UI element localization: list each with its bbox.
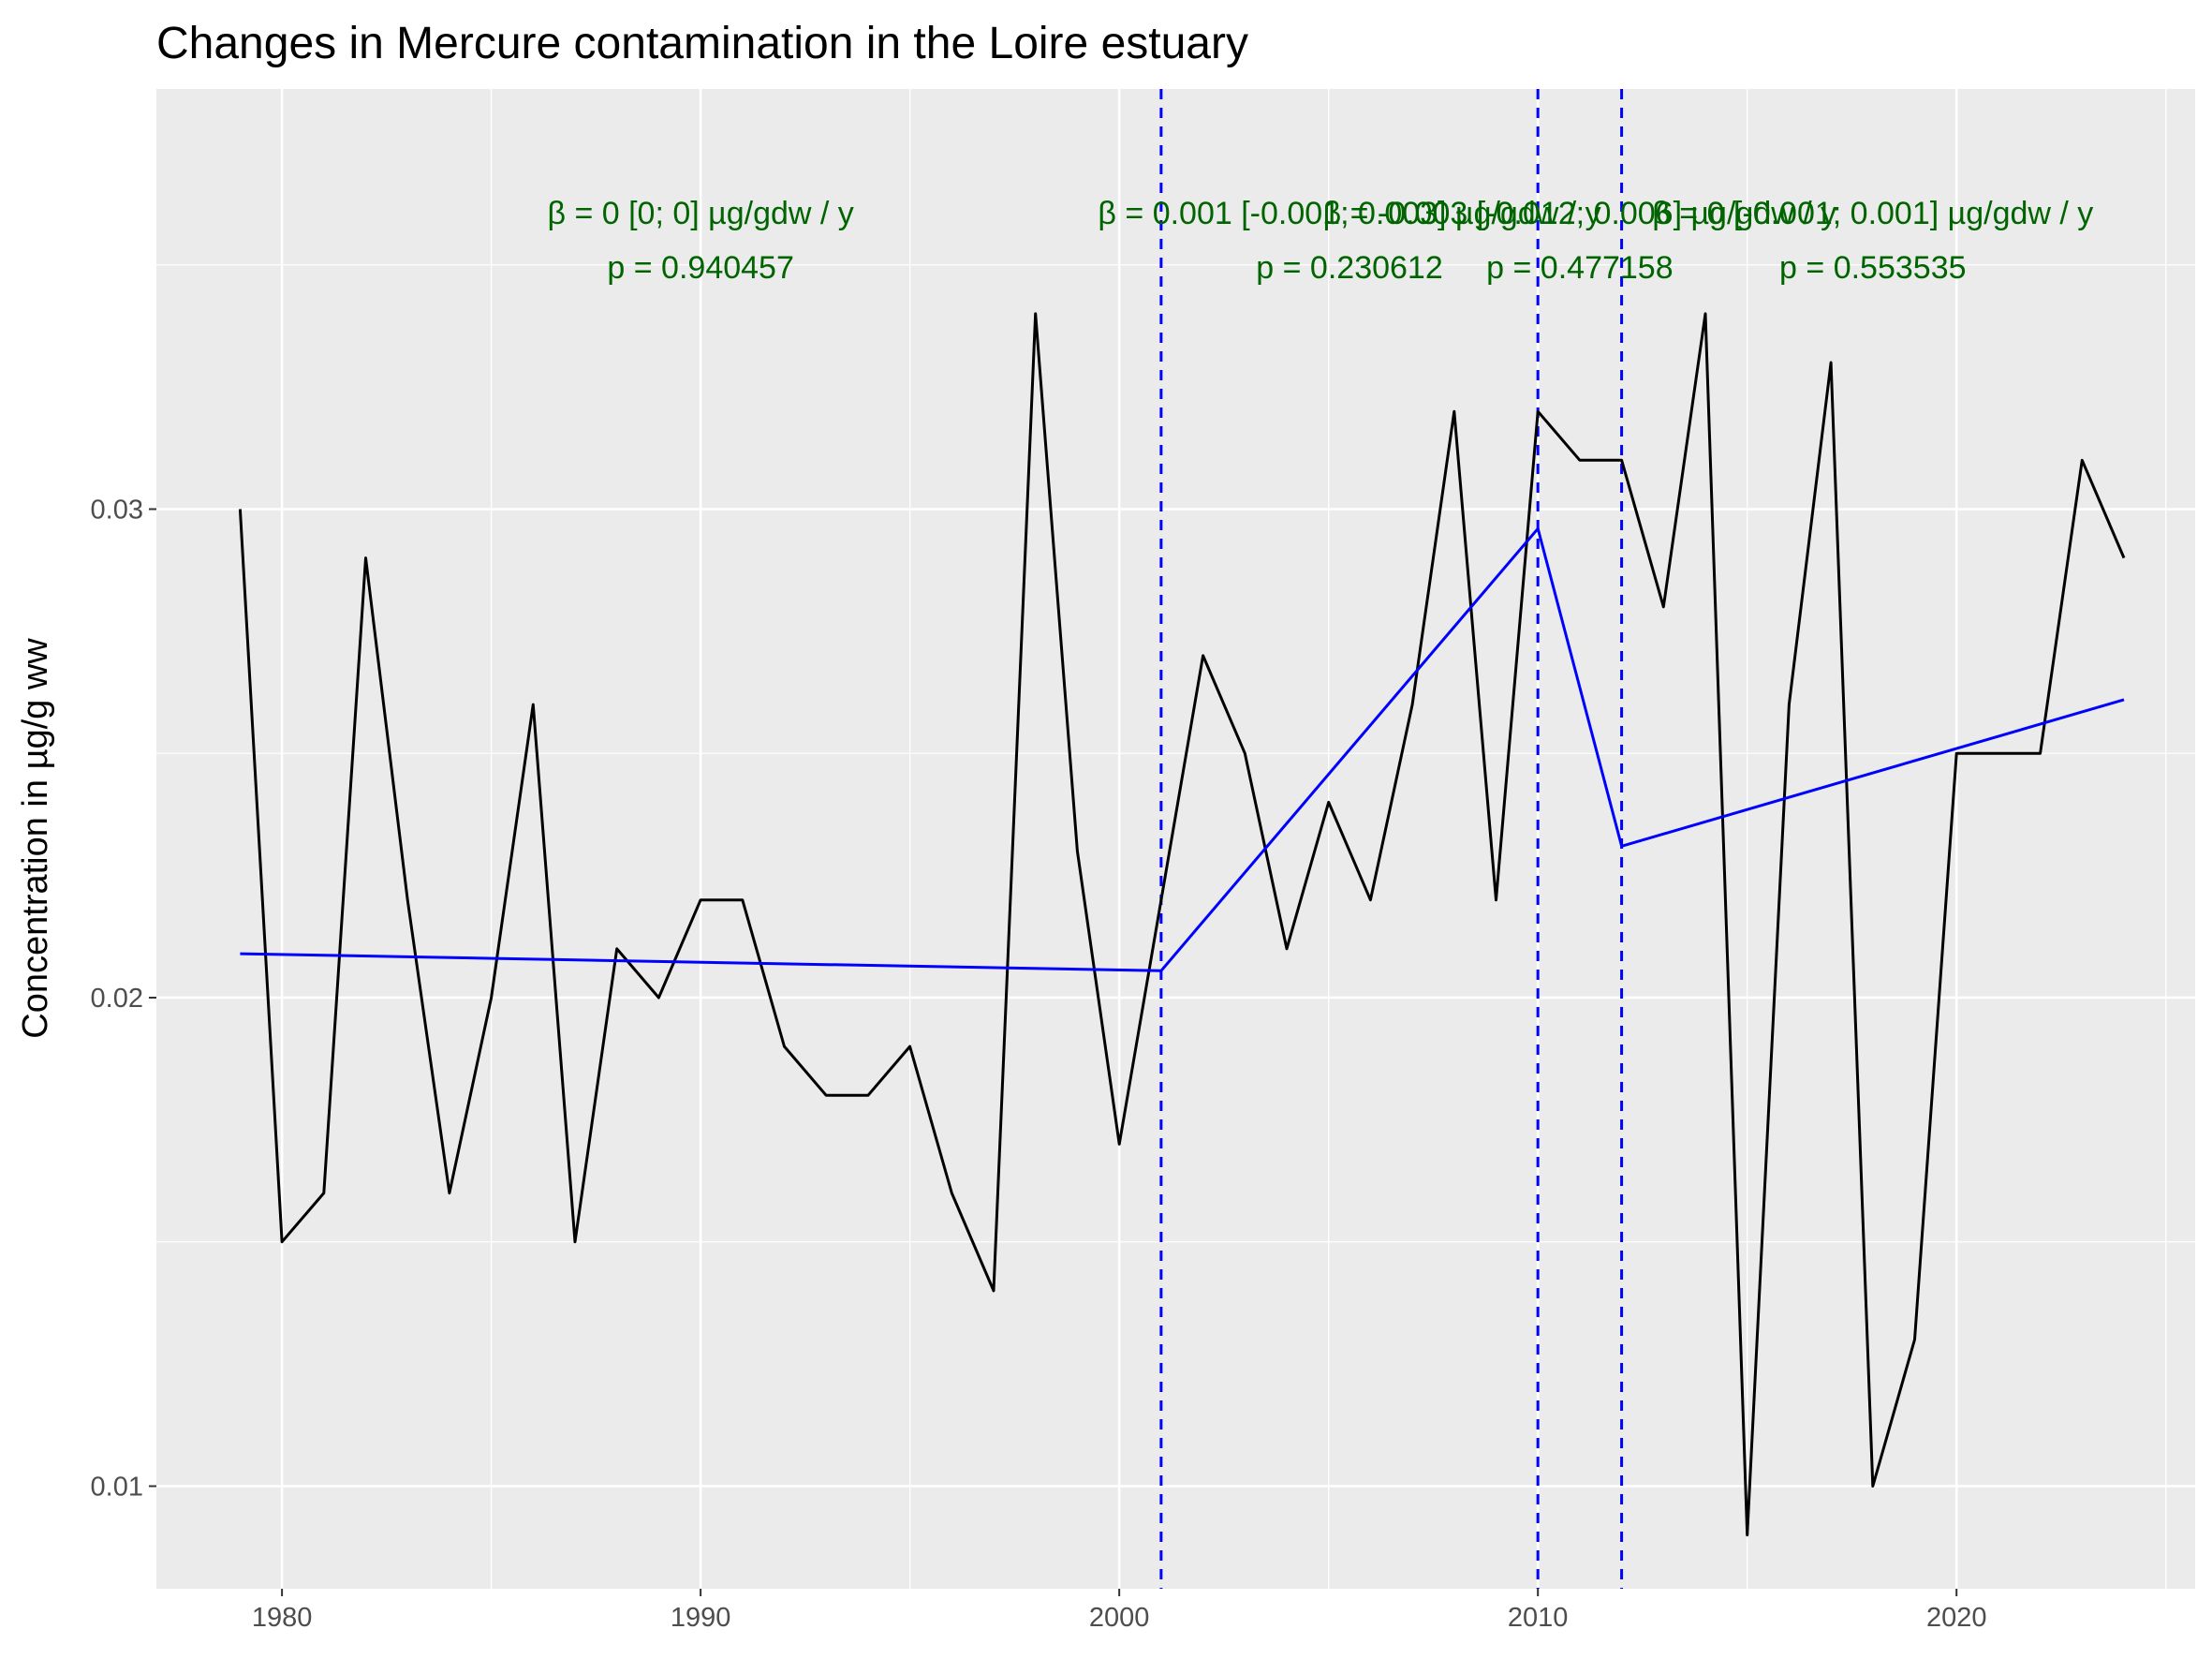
y-tick-label: 0.03 — [91, 495, 143, 525]
x-tick-label: 1990 — [671, 1603, 731, 1633]
slope-annotation: β = 0 [-0.001; 0.001] µg/gdw / y — [1652, 196, 2093, 231]
p-value-annotation: p = 0.477158 — [1486, 250, 1673, 286]
segmented-trend-line — [240, 526, 2125, 972]
y-axis: 0.01 0.02 0.03 — [91, 495, 156, 1502]
breakpoint-lines — [1159, 89, 1624, 1589]
x-tick-label: 1980 — [252, 1603, 313, 1633]
x-tick-label: 2000 — [1089, 1603, 1150, 1633]
concentration-line — [238, 312, 2126, 1537]
y-tick-label: 0.01 — [91, 1472, 143, 1502]
x-axis: 1980 1990 2000 2010 2020 — [252, 1589, 1987, 1633]
p-value-annotation: p = 0.553535 — [1779, 250, 1966, 286]
chart-title: Changes in Mercure contamination in the … — [156, 19, 1248, 68]
y-tick-label: 0.02 — [91, 984, 143, 1014]
slope-annotation: β = -0.003 [-0.012; 0.006] µg/gdw / y — [1323, 196, 1837, 231]
slope-annotation: β = 0.001 [-0.001; 0.003] µg/gdw / y — [1098, 196, 1600, 231]
x-tick-label: 2020 — [1926, 1603, 1987, 1633]
grid-minor — [156, 89, 2195, 1589]
p-value-annotation: p = 0.230612 — [1256, 250, 1442, 286]
slope-annotation: β = 0 [0; 0] µg/gdw / y — [547, 196, 853, 231]
annotations: β = 0 [0; 0] µg/gdw / y p = 0.940457 β = 0… — [547, 196, 2093, 286]
plot-panel — [156, 89, 2195, 1589]
y-axis-title: Concentration in µg/g ww — [16, 638, 55, 1039]
p-value-annotation: p = 0.940457 — [607, 250, 793, 286]
series-lines — [238, 312, 2126, 1537]
x-tick-label: 2010 — [1508, 1603, 1569, 1633]
